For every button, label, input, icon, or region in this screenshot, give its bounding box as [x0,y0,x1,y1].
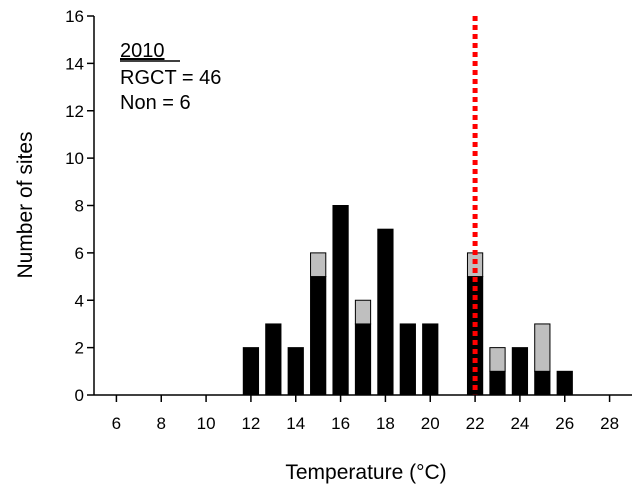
x-tick-labels: 6 8 10 12 14 16 18 20 22 24 26 28 [112,414,619,433]
y-tick-label-6: 6 [75,244,84,263]
bar-rgct-24 [511,347,529,396]
x-tick-label-16: 16 [331,414,350,433]
y-axis-title: Number of sites [14,131,37,278]
y-tick-label-12: 12 [65,102,84,121]
y-tick-label-4: 4 [75,291,84,310]
axes-layer [87,15,632,402]
x-tick-label-24: 24 [510,414,529,433]
y-tick-label-14: 14 [65,54,84,73]
x-tick-label-20: 20 [421,414,440,433]
x-tick-label-14: 14 [286,414,305,433]
x-tick-label-22: 22 [466,414,485,433]
bar-rgct-19 [399,323,416,396]
bar-rgct-25 [534,370,551,396]
y-tick-labels: 0 2 4 6 8 10 12 14 16 [65,7,84,405]
x-tick-label-28: 28 [600,414,619,433]
y-tick-label-8: 8 [75,197,84,216]
x-tick-label-8: 8 [157,414,166,433]
bar-rgct-17 [354,323,372,396]
bar-rgct-16 [332,205,349,396]
bar-rgct-15 [310,276,327,396]
bar-rgct-20 [422,323,439,396]
bar-rgct-13 [265,323,282,396]
bar-non-17 [354,299,372,325]
annotation-year: 2010 [120,40,165,62]
bar-non-25 [534,323,551,372]
annotation-rgct-count: RGCT = 46 [120,67,221,89]
x-tick-label-10: 10 [197,414,216,433]
bar-rgct-18 [377,228,394,396]
annotation-non-count: Non = 6 [120,92,191,114]
x-tick-label-18: 18 [376,414,395,433]
y-tick-label-10: 10 [65,149,84,168]
x-tick-label-12: 12 [241,414,260,433]
bar-non-23 [489,347,506,372]
y-tick-label-0: 0 [75,386,84,405]
x-tick-label-26: 26 [555,414,574,433]
x-axis-title: Temperature (°C) [285,461,446,484]
y-tick-label-16: 16 [65,7,84,26]
x-tick-label-6: 6 [112,414,121,433]
bar-rgct-12 [242,347,260,396]
bar-rgct-23 [489,370,506,396]
bar-non-22 [466,252,484,278]
bars-layer [242,205,573,396]
y-tick-label-2: 2 [75,339,84,358]
bar-rgct-14 [287,347,304,396]
bar-rgct-26 [556,370,573,396]
bar-non-15 [310,252,327,278]
